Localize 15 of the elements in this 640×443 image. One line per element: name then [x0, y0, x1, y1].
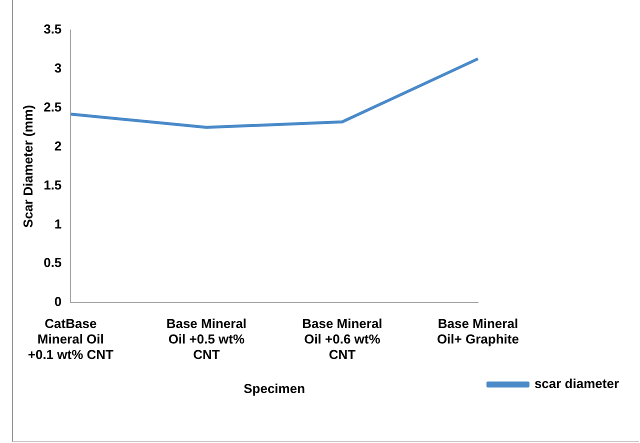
y-tick-label: 0.5 — [44, 255, 62, 270]
x-tick-label: Base Mineral Oil+ Graphite — [436, 316, 519, 347]
legend-label: scar diameter — [534, 376, 620, 392]
y-tick-label: 1 — [54, 216, 62, 232]
y-tick-label: 2.5 — [44, 99, 62, 114]
x-tick-label: Base Mineral Oil +0.6 wt% CNT — [302, 316, 382, 362]
x-axis-title: Specimen — [244, 380, 306, 396]
x-tick-label: Base Mineral Oil +0.5 wt% CNT — [166, 316, 247, 362]
y-tick-label: 1.5 — [44, 177, 62, 192]
y-tick-label: 0 — [54, 294, 62, 310]
y-axis-title: Scar Diameter (mm) — [20, 104, 36, 228]
y-tick-label: 3.5 — [44, 22, 62, 37]
y-tick-label: 3 — [54, 60, 62, 76]
x-tick-label: CatBase Mineral Oil +0.1 wt% CNT — [28, 316, 114, 362]
y-tick-label: 2 — [54, 138, 62, 154]
